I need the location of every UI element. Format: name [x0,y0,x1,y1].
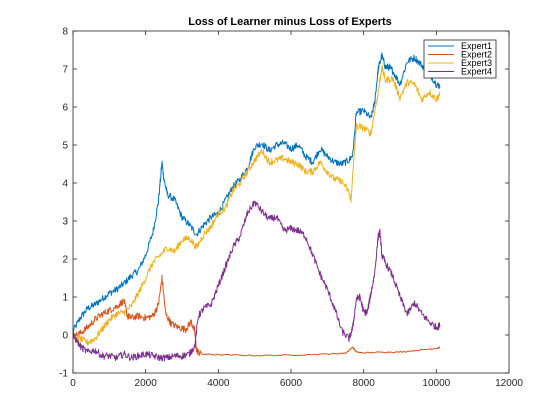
series-line-expert1 [72,52,441,333]
legend-label: Expert4 [461,67,492,77]
x-tick-label: 8000 [353,378,376,389]
y-tick-label: 0 [62,331,68,342]
x-tick-label: 6000 [280,378,303,389]
series-line-expert2 [72,274,441,357]
y-tick-label: 3 [62,217,68,228]
x-tick-label: 12000 [495,378,523,389]
legend-label: Expert2 [461,50,492,60]
y-tick-label: 7 [62,65,68,76]
x-tick-label: 0 [70,378,76,389]
x-tick-label: 4000 [207,378,230,389]
series-line-expert4 [72,200,441,362]
y-tick-label: 1 [62,293,68,304]
y-tick-label: 5 [62,141,68,152]
y-tick-label: -1 [59,369,68,380]
x-axis: 0 2000 4000 6000 8000 10000 12000 [70,31,523,389]
y-tick-label: 6 [62,103,68,114]
series-layer [72,52,441,362]
plot-area-background [73,31,509,373]
legend-label: Expert1 [461,41,492,51]
y-axis: -1 0 1 2 3 4 5 6 7 8 [59,27,509,380]
y-tick-label: 8 [62,27,68,38]
legend-label: Expert3 [461,58,492,68]
y-tick-label: 2 [62,255,68,266]
y-tick-label: 4 [62,179,68,190]
x-tick-label: 10000 [422,378,450,389]
x-tick-label: 2000 [135,378,158,389]
series-line-expert3 [72,65,441,346]
chart-title: Loss of Learner minus Loss of Experts [188,16,392,28]
